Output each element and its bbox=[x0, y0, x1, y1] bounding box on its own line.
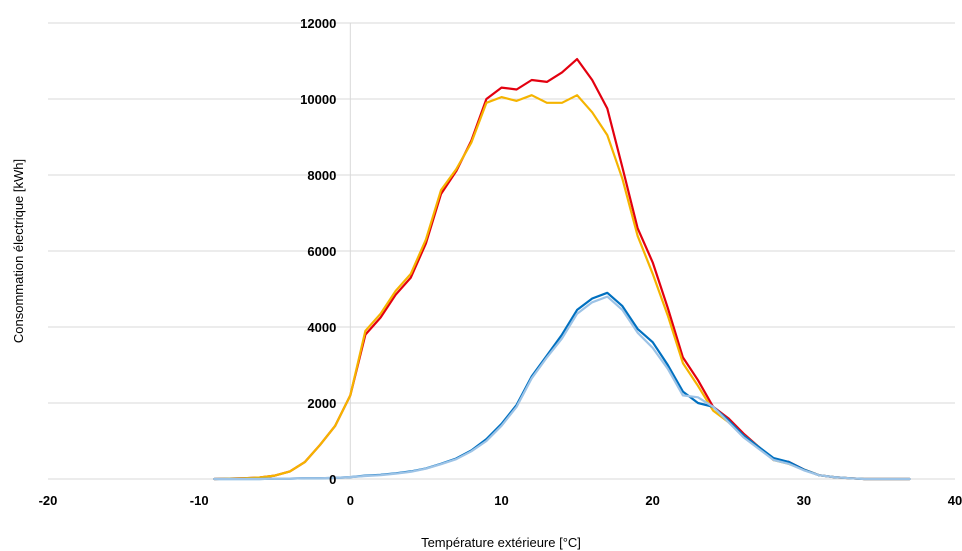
y-tick-label: 2000 bbox=[307, 396, 336, 411]
x-tick-label: 30 bbox=[797, 493, 811, 508]
series-line-2 bbox=[213, 94, 911, 481]
series-group bbox=[213, 57, 911, 481]
y-axis-title: Consommation électrique [kWh] bbox=[11, 159, 26, 343]
series-line-1 bbox=[213, 57, 911, 481]
y-tick-label: 10000 bbox=[300, 92, 336, 107]
series-line-4 bbox=[213, 295, 911, 481]
x-axis-title: Température extérieure [°C] bbox=[421, 535, 581, 550]
gridlines bbox=[48, 22, 955, 404]
y-tick-label: 8000 bbox=[307, 168, 336, 183]
x-tick-label: 0 bbox=[347, 493, 354, 508]
y-tick-labels: 0 2000 4000 6000 8000 10000 12000 bbox=[300, 16, 336, 487]
y-tick-label: 12000 bbox=[300, 16, 336, 31]
x-tick-label: 10 bbox=[494, 493, 508, 508]
y-tick-label: 6000 bbox=[307, 244, 336, 259]
x-tick-label: -20 bbox=[39, 493, 58, 508]
y-tick-label: 4000 bbox=[307, 320, 336, 335]
y-tick-label: 0 bbox=[329, 472, 336, 487]
x-tick-label: -10 bbox=[190, 493, 209, 508]
x-tick-labels: -20 -10 0 10 20 30 40 bbox=[39, 493, 962, 508]
x-tick-label: 20 bbox=[645, 493, 659, 508]
x-tick-label: 40 bbox=[948, 493, 962, 508]
